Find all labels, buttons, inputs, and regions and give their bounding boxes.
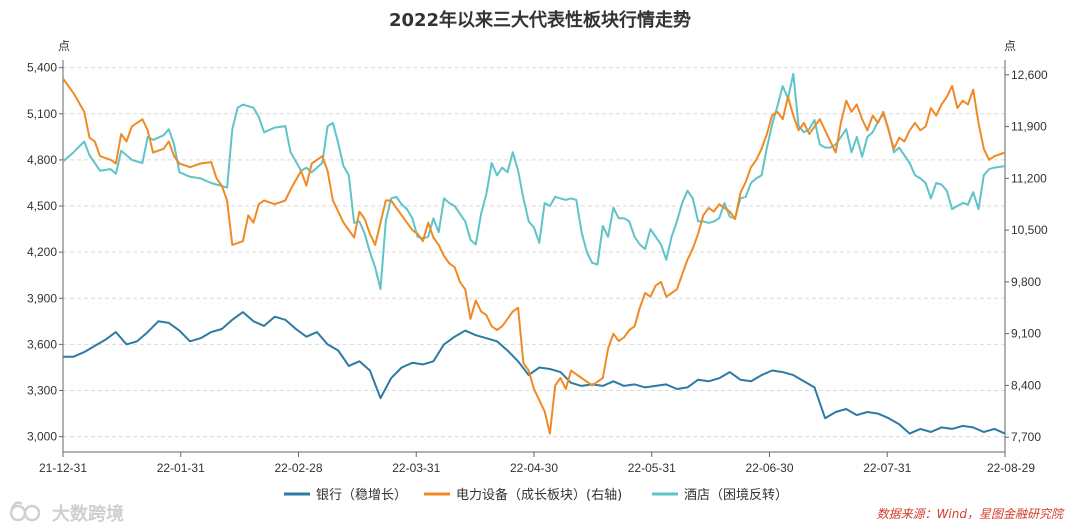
series-lines [62, 72, 1006, 435]
left-axis-ticks: 5,400 5,100 4,800 4,500 4,200 3,900 3,600 3,300… [27, 61, 63, 444]
x-tick-label: 22-05-31 [628, 461, 676, 475]
x-tick-label: 22-01-31 [157, 461, 205, 475]
right-tick-label: 9,100 [1011, 327, 1041, 341]
right-tick-label: 11,200 [1011, 171, 1047, 185]
left-tick-label: 3,600 [27, 337, 57, 351]
x-axis-ticks: 21-12-31 22-01-31 22-02-28 22-03-31 22-04-30… [39, 452, 1035, 475]
right-tick-label: 12,600 [1011, 68, 1048, 82]
watermark-text: 大数跨境 [52, 503, 124, 525]
axes [62, 60, 1006, 453]
left-tick-label: 5,100 [27, 107, 57, 121]
legend: 银行（稳增长） 电力设备（成长板块）(右轴) 酒店（困境反转） [284, 487, 788, 503]
right-axis-unit: 点 [1004, 39, 1016, 53]
legend-label: 酒店（困境反转） [684, 488, 788, 503]
right-tick-label: 11,900 [1011, 120, 1047, 134]
x-tick-label: 22-06-30 [745, 461, 793, 475]
series-line-2 [62, 72, 1006, 291]
x-tick-label: 22-08-29 [987, 461, 1035, 475]
right-tick-label: 8,400 [1011, 378, 1041, 392]
x-tick-label: 22-07-31 [863, 461, 911, 475]
right-tick-label: 10,500 [1011, 223, 1048, 237]
x-tick-label: 22-04-30 [510, 461, 558, 475]
left-axis-unit: 点 [58, 39, 70, 53]
series-line-1 [62, 77, 1006, 435]
left-tick-label: 4,500 [27, 199, 57, 213]
chart-title: 2022年以来三大代表性板块行情走势 [389, 9, 691, 31]
gridlines [63, 67, 1005, 438]
series-line-0 [63, 311, 1006, 435]
left-tick-label: 4,800 [27, 153, 57, 167]
watermark: 大数跨境 [9, 501, 124, 525]
right-tick-label: 9,800 [1011, 275, 1041, 289]
legend-label: 银行（稳增长） [316, 487, 407, 503]
legend-label: 电力设备（成长板块）(右轴) [456, 487, 622, 503]
watermark-logo-icon [9, 501, 41, 522]
left-tick-label: 3,900 [27, 291, 57, 305]
source-note: 数据来源：Wind，星图金融研究院 [877, 507, 1065, 521]
x-tick-label: 22-03-31 [392, 461, 440, 475]
right-axis-ticks: 12,600 11,900 11,200 10,500 9,800 9,100 8,400 7… [1005, 68, 1048, 444]
left-tick-label: 5,400 [27, 61, 57, 75]
right-tick-label: 7,700 [1011, 430, 1041, 444]
x-tick-label: 21-12-31 [39, 461, 87, 475]
x-tick-label: 22-02-28 [274, 461, 322, 475]
left-tick-label: 3,300 [27, 384, 57, 398]
left-tick-label: 3,000 [27, 430, 57, 444]
left-tick-label: 4,200 [27, 245, 57, 259]
